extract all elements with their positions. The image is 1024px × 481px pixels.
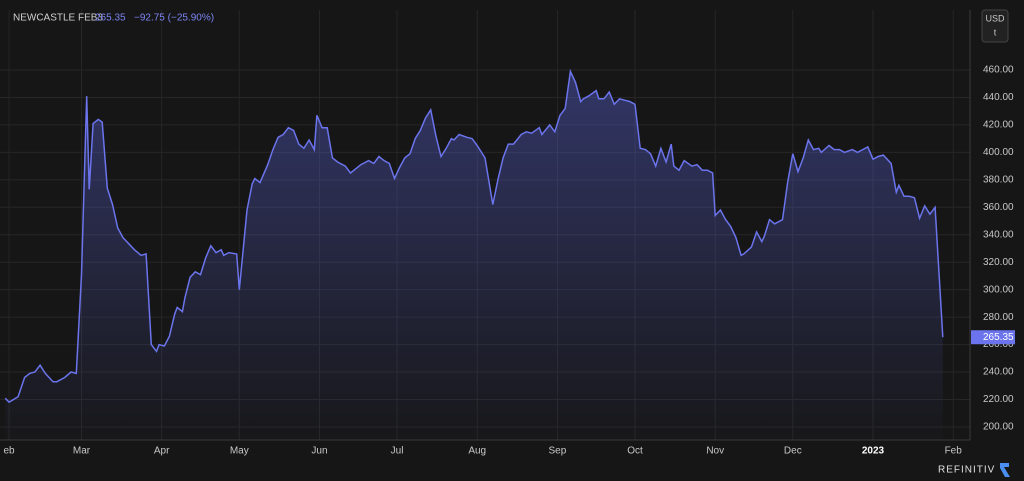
line bbox=[4, 68, 944, 404]
y-tick-label: 220.00 bbox=[983, 394, 1014, 405]
y-tick-label: 340.00 bbox=[983, 229, 1014, 240]
y-tick-label: 380.00 bbox=[983, 174, 1014, 185]
unit: t bbox=[994, 27, 997, 37]
y-tick-label: 360.00 bbox=[983, 202, 1014, 213]
x-tick-label: Dec bbox=[784, 446, 802, 457]
y-tick-label: 200.00 bbox=[983, 422, 1014, 433]
y-tick-label: 420.00 bbox=[983, 120, 1014, 131]
plot bbox=[4, 68, 944, 440]
last-price-label: 265.35 bbox=[983, 332, 1014, 343]
x-tick-label: Jul bbox=[391, 446, 404, 457]
x-tick-label: 2023 bbox=[862, 446, 885, 457]
price: 265.35 bbox=[95, 13, 126, 24]
last-price-badge bbox=[971, 330, 1015, 345]
brand-logo bbox=[1000, 463, 1010, 477]
x-tick-label: Apr bbox=[154, 446, 170, 457]
x-tick-label: Mar bbox=[73, 446, 91, 457]
change: −92.75 (−25.90%) bbox=[134, 13, 214, 24]
brand: REFINITIV bbox=[938, 465, 995, 476]
y-tick-label: 300.00 bbox=[983, 284, 1014, 295]
y-tick-label: 320.00 bbox=[983, 257, 1014, 268]
x-tick-label: Nov bbox=[706, 446, 724, 457]
x-tick-label: May bbox=[230, 446, 249, 457]
x-tick-label: Feb bbox=[945, 446, 963, 457]
y-tick-label: 240.00 bbox=[983, 367, 1014, 378]
y-tick-label: 260.00 bbox=[983, 339, 1014, 350]
x-tick-label: Aug bbox=[468, 446, 486, 457]
x-tick-label: Sep bbox=[549, 446, 567, 457]
currency: USD bbox=[985, 13, 1005, 23]
symbol: NEWCASTLE FEB3 bbox=[13, 13, 103, 24]
unit-box[interactable] bbox=[981, 9, 1009, 43]
y-tick-label: 280.00 bbox=[983, 312, 1014, 323]
x-tick-label: Jun bbox=[311, 446, 327, 457]
y-tick-label: 400.00 bbox=[983, 147, 1014, 158]
y-tick-label: 440.00 bbox=[983, 92, 1014, 103]
area bbox=[5, 71, 943, 440]
y-tick-label: 460.00 bbox=[983, 65, 1014, 76]
x-tick-label: eb bbox=[3, 446, 15, 457]
x-tick-label: Oct bbox=[627, 446, 643, 457]
